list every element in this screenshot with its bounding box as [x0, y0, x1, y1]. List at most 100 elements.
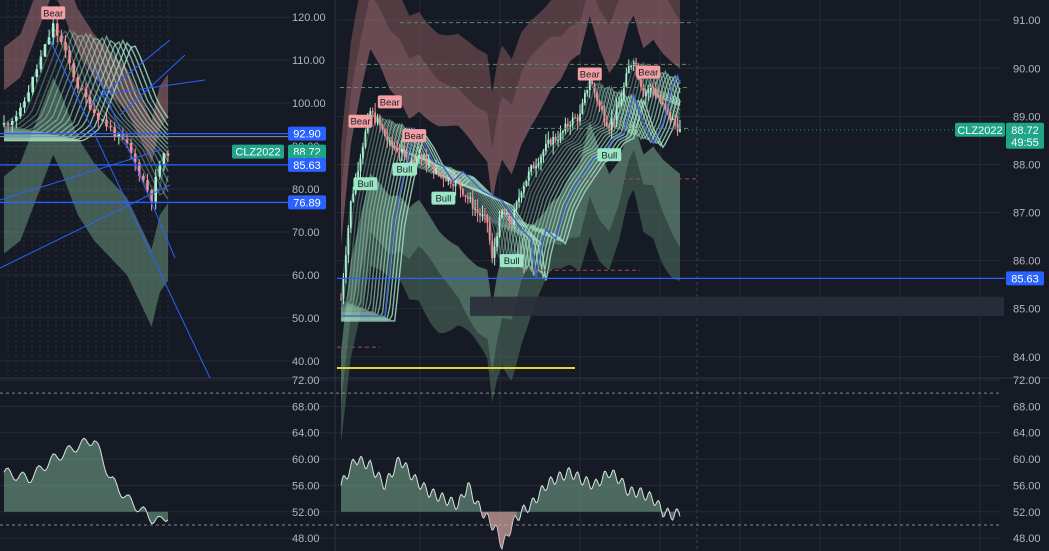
- signal-label-box: [431, 191, 456, 205]
- candle-left: [138, 162, 141, 176]
- candle: [562, 131, 564, 133]
- left-price-tick-label: 100.00: [292, 98, 326, 110]
- left-oscillator-tick-label: 48.00: [292, 533, 320, 545]
- candle: [381, 124, 384, 130]
- candle: [552, 136, 555, 145]
- left-axis-tag-level: 76.89: [293, 197, 321, 209]
- candle: [432, 163, 435, 174]
- labels-layer: Bear Bear Bear Bull Bear Bull Bull Bull Bear Bull…: [41, 6, 661, 268]
- candle: [486, 214, 489, 223]
- candle: [379, 118, 381, 125]
- consolidation-zone: [470, 296, 1004, 316]
- candle: [484, 214, 486, 216]
- lower-envelope-band: [341, 120, 680, 405]
- right-price-tick-label: 84.00: [1013, 352, 1041, 364]
- oscillator-below-area: [477, 511, 517, 549]
- candle: [662, 102, 664, 104]
- right-oscillator-tick-label: 48.00: [1013, 533, 1041, 545]
- ma-ribbon-line-left: [4, 36, 169, 149]
- candle: [454, 180, 457, 187]
- candle: [466, 196, 469, 199]
- candle: [559, 132, 562, 141]
- candle-left: [43, 44, 47, 57]
- candle: [593, 84, 596, 93]
- lower-envelope-band-outer: [341, 150, 680, 444]
- left-price-tick-label: 50.00: [292, 313, 320, 325]
- ma-ribbon-line: [341, 87, 681, 321]
- oscillator-layer: [0, 392, 1000, 551]
- right-oscillator-tick-label: 52.00: [1013, 507, 1041, 519]
- left-price-tick-label: 80.00: [292, 184, 320, 196]
- candle: [671, 118, 674, 120]
- candle-left: [154, 176, 157, 202]
- candle: [464, 195, 467, 197]
- oscillator-left-area: [4, 438, 168, 524]
- candle: [403, 148, 406, 155]
- candle: [525, 180, 528, 187]
- candle: [510, 220, 513, 225]
- candle-left: [113, 127, 116, 137]
- candle: [557, 140, 559, 142]
- candle: [369, 111, 372, 118]
- candle: [391, 140, 394, 147]
- candle-left: [6, 123, 10, 125]
- candle: [427, 162, 430, 166]
- candle-left: [19, 107, 22, 117]
- candles-layer: [2, 16, 681, 305]
- candle: [674, 118, 676, 125]
- candle-left: [68, 50, 71, 64]
- candle: [574, 117, 576, 119]
- candle: [649, 87, 652, 91]
- left-axis-tag-level: 85.63: [293, 160, 321, 172]
- candle-left: [64, 42, 67, 51]
- ma-ribbon-line: [341, 63, 681, 305]
- left-oscillator-tick-label: 52.00: [292, 507, 320, 519]
- right-price-tick-label: 86.00: [1013, 256, 1041, 268]
- candle-left: [162, 153, 166, 165]
- right-price-tick-label: 91.00: [1013, 15, 1041, 27]
- signal-label-box: [377, 95, 402, 109]
- left-oscillator-tick-label: 64.00: [292, 428, 320, 440]
- candle: [605, 121, 608, 127]
- candle: [425, 155, 428, 166]
- bear-signal-label: Bear: [350, 117, 370, 128]
- candle: [349, 201, 352, 228]
- bull-signal-label: Bull: [357, 179, 373, 190]
- candle: [398, 151, 401, 153]
- candle: [584, 93, 586, 104]
- candle: [537, 163, 540, 166]
- candle: [503, 210, 506, 215]
- candle: [669, 111, 672, 120]
- candle: [452, 184, 455, 187]
- left-oscillator-tick-label: 60.00: [292, 454, 320, 466]
- candle-left: [117, 133, 121, 137]
- candle: [359, 158, 362, 172]
- candle: [447, 177, 450, 182]
- candle: [493, 246, 496, 258]
- candle: [496, 236, 498, 247]
- candle: [640, 79, 642, 88]
- candle: [345, 255, 347, 278]
- candle: [469, 197, 472, 199]
- candle: [620, 99, 623, 106]
- candle: [625, 73, 628, 87]
- right-price-tick-label: 85.00: [1013, 304, 1041, 316]
- left-price-tick-label: 120.00: [292, 12, 326, 24]
- right-oscillator-tick-label: 60.00: [1013, 454, 1041, 466]
- signal-label-box: [636, 65, 661, 79]
- signal-label-box: [353, 177, 378, 191]
- candle: [474, 208, 476, 210]
- candle-left: [84, 88, 88, 98]
- candle: [586, 90, 589, 94]
- candle-left: [105, 119, 108, 127]
- left-symbol-tag: CLZ2022: [235, 147, 280, 159]
- candle: [603, 109, 606, 122]
- candle: [554, 136, 557, 141]
- candle: [613, 119, 616, 121]
- candle-left: [146, 180, 149, 191]
- candle-left: [2, 123, 6, 125]
- candle: [530, 165, 533, 172]
- candle-left: [10, 120, 14, 125]
- right-price-tick-label: 90.00: [1013, 63, 1041, 75]
